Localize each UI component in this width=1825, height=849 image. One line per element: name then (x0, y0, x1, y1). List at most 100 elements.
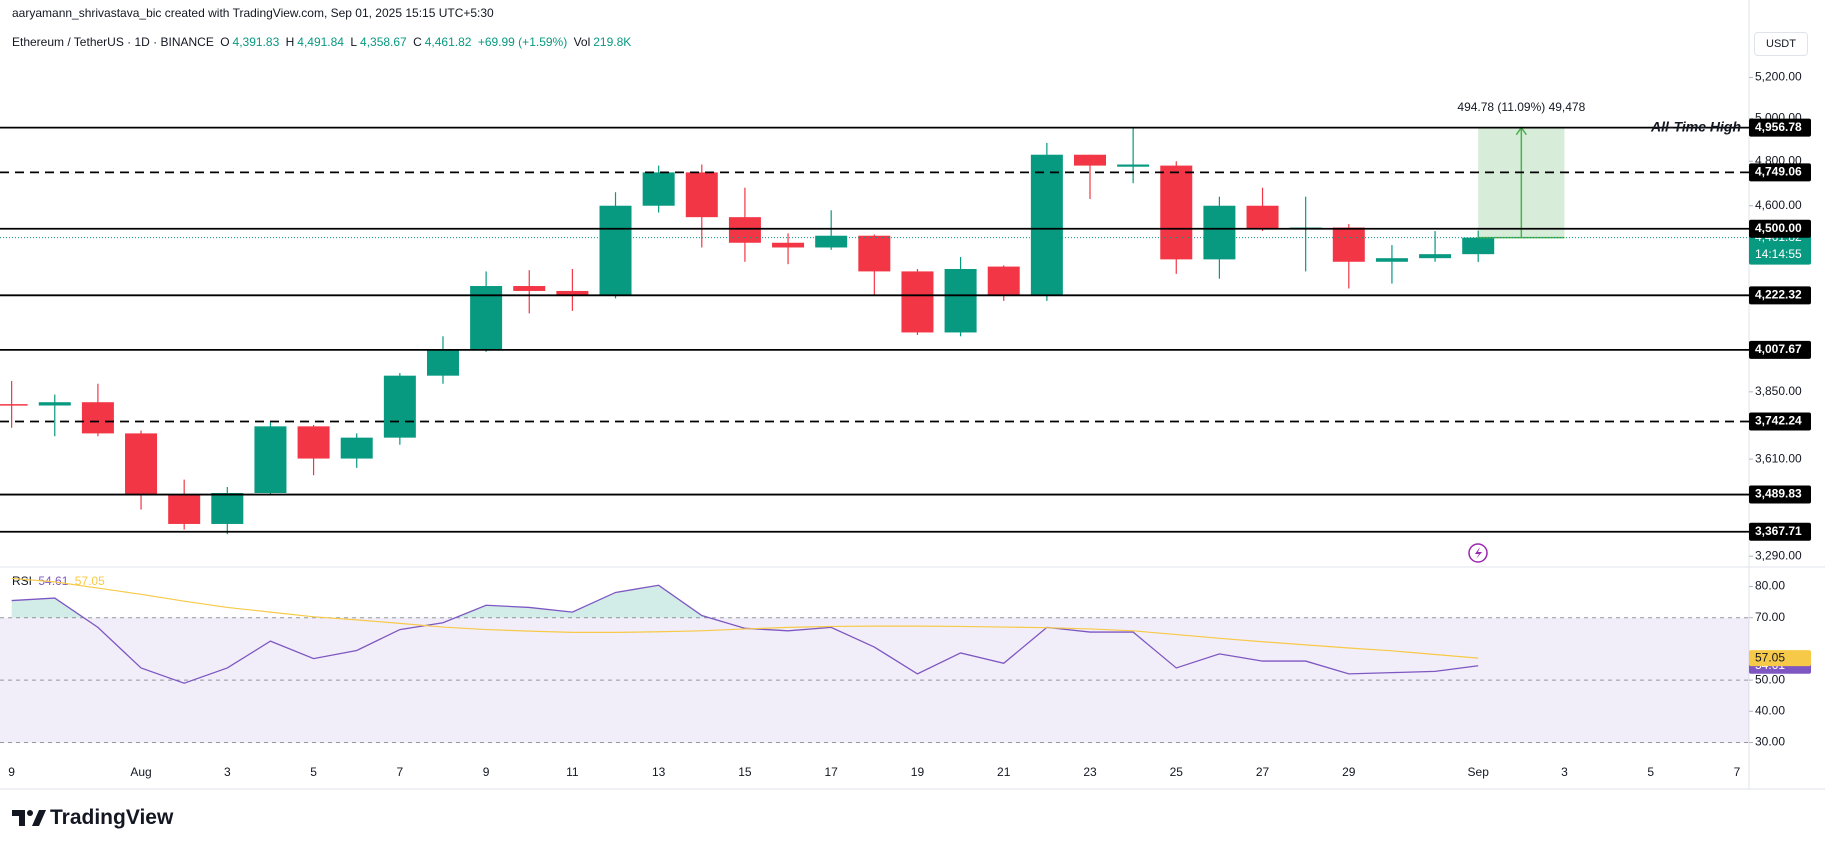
candle-body (1030, 154, 1063, 295)
candle-body (38, 402, 71, 406)
candle-body (81, 402, 114, 434)
logo-text: TradingView (50, 806, 174, 829)
x-tick-label: 25 (1170, 765, 1184, 779)
level-note: All-Time High (1650, 118, 1741, 134)
candle-body (944, 268, 977, 333)
rsi-line (11, 584, 1479, 684)
rsi-tag-label: 57.05 (1755, 650, 1785, 664)
candle-body (1073, 154, 1106, 166)
candle-body (1462, 237, 1495, 255)
level-box (1749, 219, 1811, 238)
candle-body (513, 286, 546, 291)
candle-body (556, 290, 589, 295)
candle-body (211, 492, 244, 524)
currency-button[interactable]: USDT (1754, 32, 1808, 56)
x-tick-label: Sep (1468, 765, 1490, 779)
ohlc-value: 4,461.82 (424, 35, 472, 49)
countdown: 14:14:55 (1755, 247, 1802, 261)
candle-body (772, 242, 805, 248)
candle-body (815, 235, 848, 248)
x-tick-label: 9 (8, 765, 15, 779)
rsi-ma-value: 57.05 (74, 574, 105, 588)
candle-body (1160, 165, 1193, 260)
ohlc-key: H (285, 35, 295, 49)
logo: TradingView (12, 806, 173, 830)
volume-key: Vol (573, 35, 591, 49)
level-box (1749, 522, 1811, 541)
level-label: 4,222.32 (1755, 287, 1802, 301)
candle-body (1419, 254, 1452, 259)
candle-body (685, 172, 718, 218)
level-box (1749, 118, 1811, 137)
candle-body (858, 235, 891, 272)
level-label: 4,749.06 (1755, 165, 1802, 179)
x-tick-label: 27 (1256, 765, 1270, 779)
y-tick-label: 30.00 (1755, 735, 1785, 749)
alert-icon[interactable] (1468, 543, 1488, 563)
candle-body (728, 217, 761, 243)
y-tick-label: 40.00 (1755, 703, 1785, 717)
candle-body (599, 205, 632, 295)
rsi-legend: RSI 54.61 57.05 (12, 574, 108, 588)
candle-body (426, 349, 459, 376)
ohlc-key: O (220, 35, 230, 49)
x-tick-label: 19 (911, 765, 925, 779)
y-tick-label: 4,600.00 (1755, 198, 1802, 212)
level-label: 4,956.78 (1755, 120, 1802, 134)
legend-row: Ethereum / TetherUS · 1D · BINANCE O 4,39… (12, 35, 634, 49)
volume: 219.8K (593, 35, 632, 49)
rsi-value: 54.61 (38, 574, 69, 588)
y-tick-label: 50.00 (1755, 672, 1785, 686)
candle-body (254, 426, 287, 493)
candle-body (901, 271, 934, 333)
ohlc-key: L (350, 35, 358, 49)
candle-body (1203, 205, 1236, 260)
candle-body (1375, 258, 1408, 262)
symbol: Ethereum / TetherUS · 1D · BINANCE (12, 35, 214, 49)
level-label: 4,500.00 (1755, 221, 1802, 235)
level-box (1749, 485, 1811, 504)
level-label: 3,742.24 (1755, 414, 1802, 428)
level-label: 3,489.83 (1755, 487, 1802, 501)
ohlc-value: 4,491.84 (297, 35, 344, 49)
y-tick-label: 3,850.00 (1755, 384, 1802, 398)
x-tick-label: 29 (1342, 765, 1356, 779)
level-box (1749, 163, 1811, 182)
level-label: 3,367.71 (1755, 524, 1802, 538)
x-tick-label: 23 (1083, 765, 1097, 779)
level-box (1749, 340, 1811, 359)
y-tick-label: 80.00 (1755, 579, 1785, 593)
x-tick-label: Aug (130, 765, 151, 779)
logo-mark (12, 810, 46, 826)
candle-body (383, 375, 416, 438)
x-tick-label: 3 (224, 765, 231, 779)
candle-body (1332, 227, 1365, 262)
candle-body (1246, 205, 1279, 229)
rsi-tag (1749, 650, 1811, 667)
ohlc-key: C (413, 35, 422, 49)
level-label: 4,007.67 (1755, 342, 1802, 356)
y-tick-label: 3,290.00 (1755, 548, 1802, 562)
change: +69.99 (+1.59%) (477, 35, 568, 49)
candle-body (987, 266, 1020, 295)
x-tick-label: 21 (997, 765, 1011, 779)
candle-body (168, 494, 201, 524)
x-tick-label: 7 (397, 765, 404, 779)
x-tick-label: 15 (738, 765, 752, 779)
y-tick-label: 3,610.00 (1755, 451, 1802, 465)
credit: aaryamann_shrivastava_bic created with T… (12, 6, 494, 20)
candle-body (642, 172, 675, 206)
x-tick-label: 9 (483, 765, 490, 779)
x-tick-label: 17 (825, 765, 839, 779)
candle-body (125, 433, 158, 495)
x-tick-label: 11 (566, 765, 579, 779)
x-tick-label: 3 (1561, 765, 1568, 779)
x-tick-label: 13 (652, 765, 666, 779)
x-tick-label: 7 (1734, 765, 1741, 779)
x-tick-label: 5 (1647, 765, 1654, 779)
candle-body (340, 437, 373, 459)
candle-body (297, 426, 330, 459)
candle-body (470, 286, 503, 350)
